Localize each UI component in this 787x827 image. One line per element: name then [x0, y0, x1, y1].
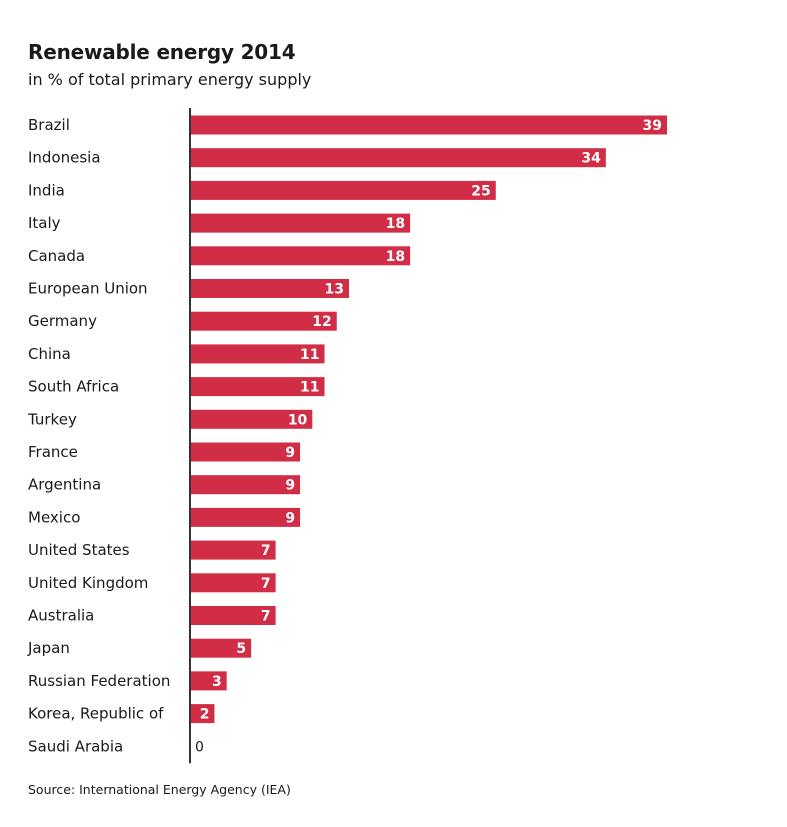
bar — [190, 671, 227, 691]
category-label: Russian Federation — [28, 672, 170, 690]
bar — [190, 573, 276, 593]
value-label: 9 — [285, 445, 295, 461]
bar — [190, 148, 606, 168]
chart-subtitle: in % of total primary energy supply — [28, 70, 312, 89]
bar — [190, 344, 325, 364]
category-label: Brazil — [28, 116, 70, 134]
value-label: 18 — [386, 216, 405, 232]
value-label: 10 — [288, 412, 308, 428]
value-label: 11 — [300, 380, 319, 396]
category-label: France — [28, 443, 78, 461]
category-label: Mexico — [28, 508, 80, 526]
value-label: 0 — [195, 739, 204, 755]
chart-source: Source: International Energy Agency (IEA… — [28, 782, 291, 797]
bar — [190, 704, 215, 724]
bar — [190, 213, 411, 233]
value-label: 39 — [643, 118, 662, 134]
category-label: Saudi Arabia — [28, 737, 123, 755]
value-label: 9 — [285, 478, 295, 494]
bar — [190, 246, 411, 266]
value-label: 7 — [261, 609, 271, 625]
bar — [190, 475, 301, 495]
value-label: 7 — [261, 543, 271, 559]
category-label: India — [28, 181, 65, 199]
bar — [190, 507, 301, 527]
bar — [190, 540, 276, 560]
category-label: Australia — [28, 607, 94, 625]
value-label: 9 — [285, 510, 295, 526]
category-label: Argentina — [28, 476, 101, 494]
bar — [190, 279, 349, 298]
value-label: 5 — [236, 641, 246, 657]
bar — [190, 180, 496, 200]
category-label: United States — [28, 541, 130, 559]
chart-title: Renewable energy 2014 — [28, 40, 296, 64]
value-label: 11 — [300, 347, 319, 363]
bar — [190, 638, 252, 658]
category-label: Japan — [27, 639, 70, 657]
value-label: 34 — [581, 151, 601, 167]
category-label: South Africa — [28, 378, 119, 396]
value-label: 2 — [200, 707, 210, 723]
bar — [190, 442, 301, 462]
category-label: Italy — [28, 214, 61, 232]
bar — [190, 377, 325, 397]
value-label: 25 — [471, 183, 490, 199]
bar — [190, 606, 276, 625]
bar — [190, 311, 337, 331]
category-label: China — [28, 345, 71, 363]
bar — [190, 115, 667, 135]
value-label: 12 — [312, 314, 331, 330]
category-label: Korea, Republic of — [28, 705, 164, 723]
category-label: United Kingdom — [28, 574, 148, 592]
category-label: Germany — [28, 312, 97, 330]
value-label: 18 — [386, 249, 405, 265]
category-label: Turkey — [27, 410, 77, 428]
category-label: Canada — [28, 247, 85, 265]
category-label: Indonesia — [28, 149, 101, 167]
value-label: 13 — [325, 282, 344, 298]
category-label: European Union — [28, 280, 148, 298]
value-label: 3 — [212, 674, 222, 690]
value-label: 7 — [261, 576, 271, 592]
bar — [190, 409, 313, 429]
